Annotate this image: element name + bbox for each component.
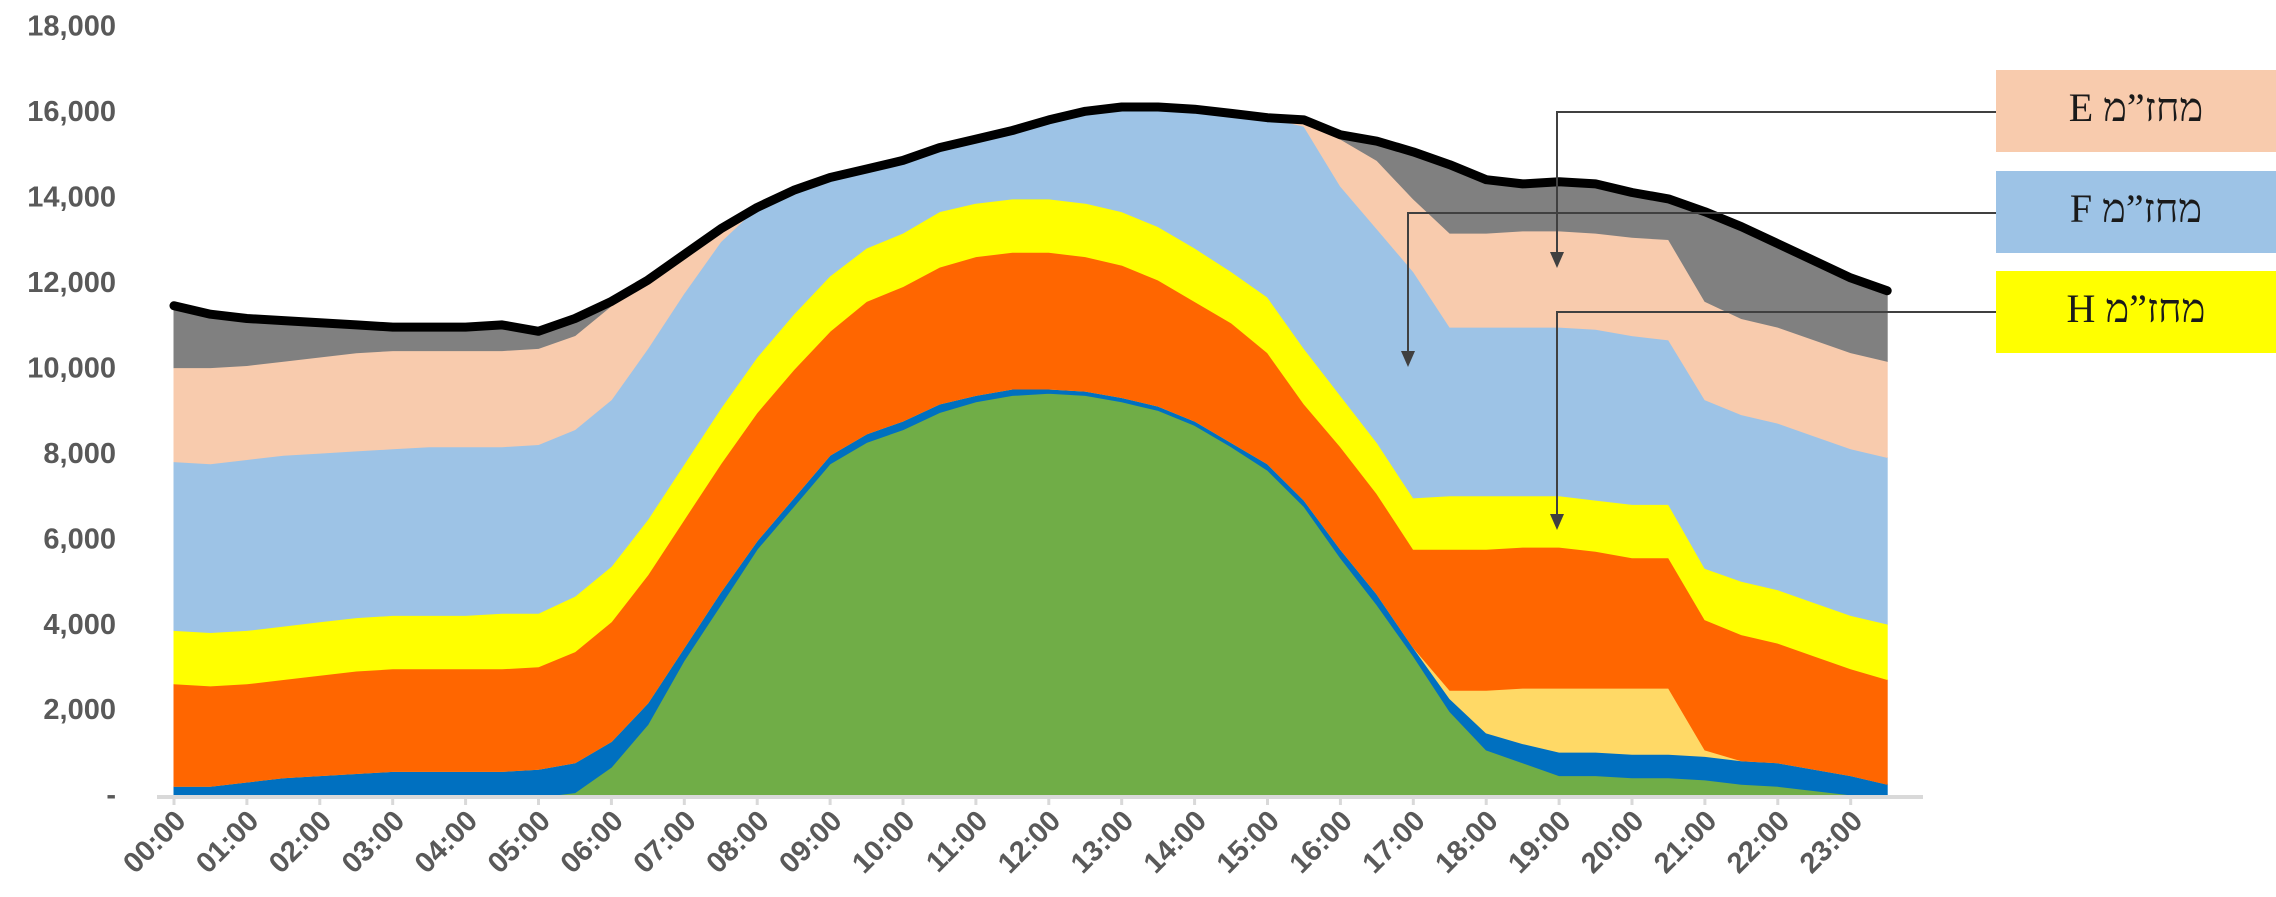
arrow-head: [1550, 252, 1564, 268]
total-line: [169, 102, 1892, 336]
y-tick-label: 16,000: [27, 96, 116, 128]
x-tick-label: 07:00: [628, 805, 703, 880]
legend-label: מחז”מ E: [2069, 85, 2203, 130]
x-tick-label: 20:00: [1575, 805, 1650, 880]
y-tick-label: 2,000: [43, 694, 116, 726]
arrow-head: [1401, 351, 1415, 367]
x-tick-label: 05:00: [482, 805, 557, 880]
x-tick-label: 19:00: [1502, 805, 1577, 880]
y-tick-label: 8,000: [43, 438, 116, 470]
legend-arrow: [1407, 212, 1996, 355]
x-tick-label: 11:00: [920, 805, 994, 879]
x-tick-label: 23:00: [1794, 805, 1869, 880]
x-tick-label: 00:00: [117, 805, 192, 880]
x-tick-label: 18:00: [1429, 805, 1504, 880]
x-tick-label: 06:00: [555, 805, 630, 880]
arrow-head: [1550, 514, 1564, 530]
x-tick-label: 02:00: [263, 805, 338, 880]
y-tick-label: 10,000: [27, 352, 116, 384]
legend-label: מחז”מ F: [2070, 186, 2202, 231]
x-tick-label: 04:00: [409, 805, 484, 880]
x-tick-label: 15:00: [1211, 805, 1286, 880]
y-tick-label: 12,000: [27, 267, 116, 299]
y-tick-label: 4,000: [43, 609, 116, 641]
y-tick-label: 14,000: [27, 182, 116, 214]
y-tick-label: 6,000: [43, 523, 116, 555]
x-tick-label: 13:00: [1065, 805, 1140, 880]
legend-label: מחז”מ H: [2067, 286, 2206, 331]
legend-box: [1996, 271, 2276, 353]
x-tick-label: 21:00: [1648, 805, 1723, 880]
x-tick-label: 17:00: [1357, 805, 1432, 880]
legend-arrow: [1556, 311, 1996, 518]
y-tick-label: -: [106, 780, 116, 812]
legend-arrow: [1556, 111, 1996, 256]
x-tick-label: 10:00: [846, 805, 921, 880]
x-tick-label: 22:00: [1721, 805, 1796, 880]
x-tick-label: 16:00: [1284, 805, 1359, 880]
x-tick-label: 01:00: [190, 805, 265, 880]
x-tick-label: 03:00: [336, 805, 411, 880]
y-tick-label: 18,000: [27, 11, 116, 43]
legend-box: [1996, 171, 2276, 253]
x-tick-label: 09:00: [773, 805, 848, 880]
x-tick-label: 12:00: [992, 805, 1067, 880]
x-tick-label: 14:00: [1138, 805, 1213, 880]
x-tick-label: 08:00: [700, 805, 775, 880]
legend-box: [1996, 70, 2276, 152]
